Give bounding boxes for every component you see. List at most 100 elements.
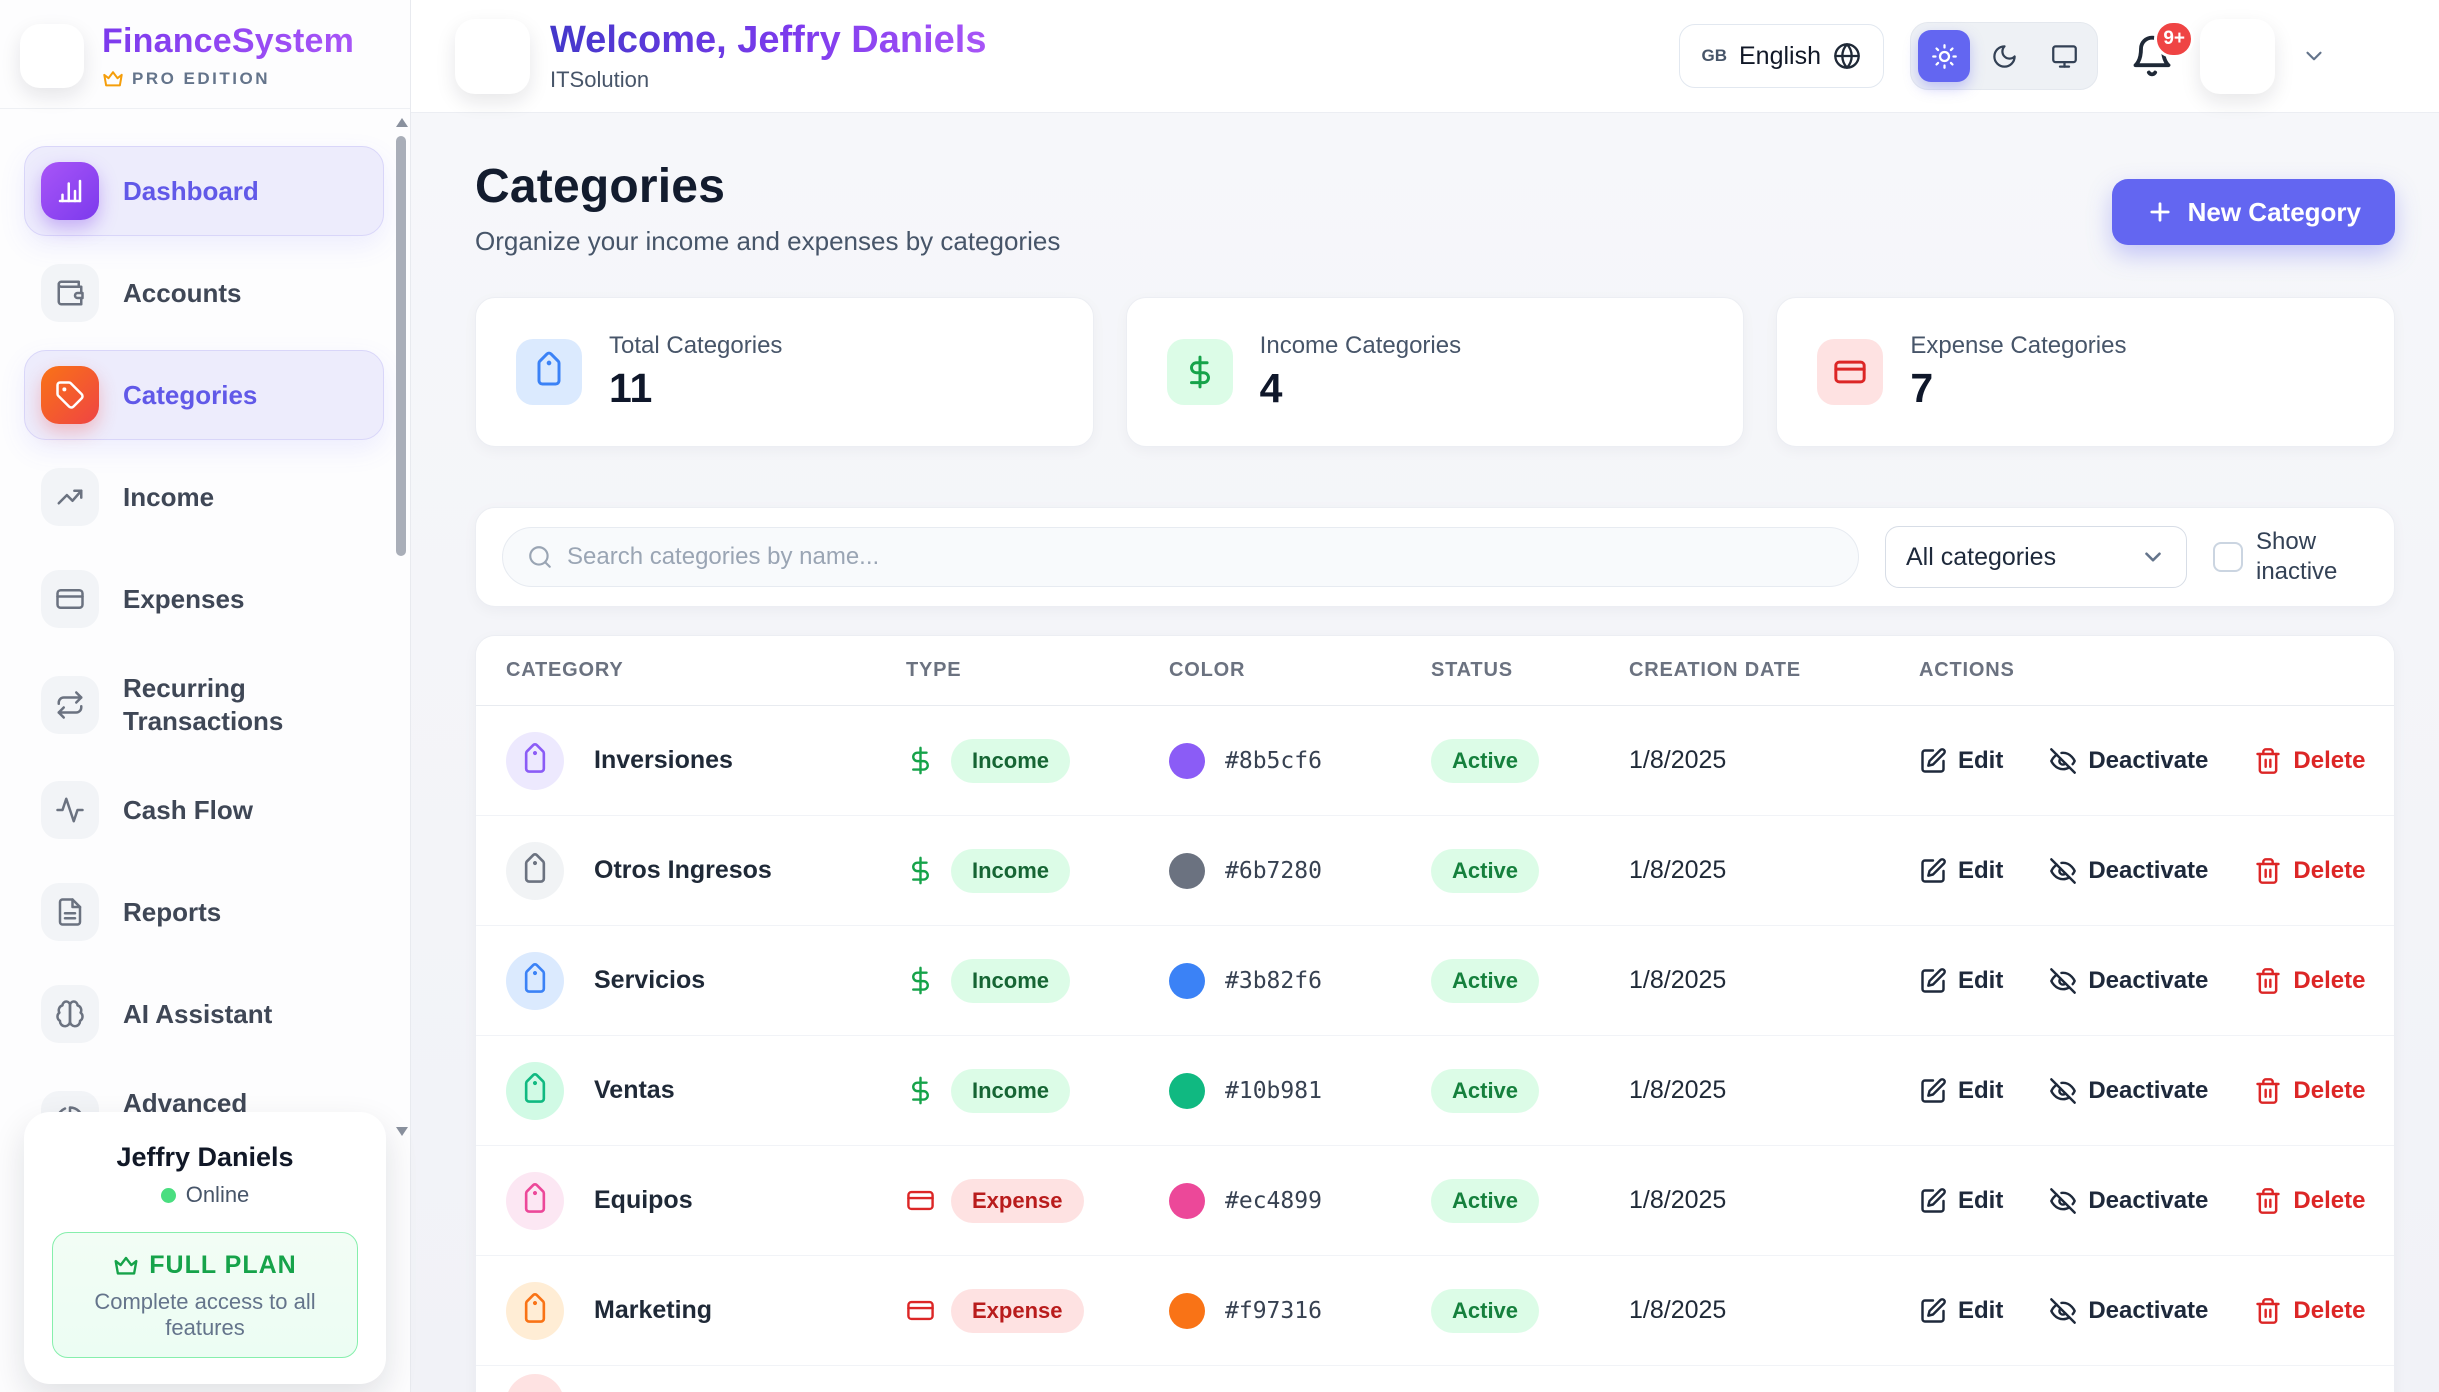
sidebar-item-cash-flow[interactable]: Cash Flow <box>24 765 384 855</box>
stat-value: 4 <box>1259 365 1283 411</box>
deactivate-button[interactable]: Deactivate <box>2049 1297 2208 1325</box>
eye-off-icon <box>2050 857 2077 884</box>
search-box <box>502 527 1859 587</box>
trash-icon <box>2256 857 2281 884</box>
sidebar-item-income[interactable]: Income <box>24 452 384 542</box>
category-tag-icon <box>506 841 564 900</box>
theme-system-button[interactable] <box>2038 30 2090 82</box>
language-selector[interactable]: GB English <box>1678 24 1884 88</box>
stat-value: 11 <box>609 365 653 411</box>
chevron-down-icon[interactable] <box>2301 43 2327 69</box>
delete-button[interactable]: Delete <box>2254 1297 2365 1325</box>
show-inactive-label: Show inactive <box>2256 528 2338 585</box>
trash-icon <box>2256 1187 2281 1214</box>
divider <box>0 108 410 109</box>
type-badge: Income <box>951 848 1071 893</box>
delete-button[interactable]: Delete <box>2254 1077 2365 1105</box>
edit-button[interactable]: Edit <box>1919 967 2003 995</box>
plan-name: FULL PLAN <box>149 1251 297 1279</box>
table-row: Servicios Income #3b82f6 Active 1/8/2025… <box>476 926 2394 1036</box>
category-type-select[interactable]: All categories <box>1885 526 2187 588</box>
credit-card-icon <box>41 570 99 628</box>
trending-up-icon <box>41 468 99 526</box>
expense-icon <box>906 1296 935 1325</box>
user-status: Online <box>185 1182 250 1207</box>
category-tag-icon <box>506 731 564 790</box>
edit-button[interactable]: Edit <box>1919 1187 2003 1215</box>
color-hex: #10b981 <box>1225 1077 1322 1104</box>
theme-light-button[interactable] <box>1918 30 1970 82</box>
color-hex: #6b7280 <box>1225 857 1322 884</box>
sidebar-item-recurring-transactions[interactable]: Recurring Transactions <box>24 656 384 753</box>
sidebar-item-accounts[interactable]: Accounts <box>24 248 384 338</box>
table-row: Otros Ingresos Income #6b7280 Active 1/8… <box>476 816 2394 926</box>
search-input[interactable] <box>567 543 1834 571</box>
category-name: Marketing <box>594 1296 713 1324</box>
topbar: Welcome, Jeffry Daniels ITSolution GB En… <box>411 0 2439 113</box>
new-category-button[interactable]: New Category <box>2111 179 2395 245</box>
status-cell: Active <box>1431 1068 1629 1113</box>
expense-icon <box>906 1186 935 1215</box>
theme-dark-button[interactable] <box>1978 30 2030 82</box>
sidebar-item-categories[interactable]: Categories <box>24 350 384 440</box>
table-row: Inversiones Income #8b5cf6 Active 1/8/20… <box>476 706 2394 816</box>
pencil-square-icon <box>1921 1077 1946 1103</box>
delete-button[interactable]: Delete <box>2254 1187 2365 1215</box>
sidebar-item-reports[interactable]: Reports <box>24 867 384 957</box>
delete-button[interactable]: Delete <box>2254 857 2365 885</box>
category-name: Inversiones <box>594 746 733 774</box>
sidebar-scrollbar[interactable] <box>395 118 408 1136</box>
delete-button[interactable]: Delete <box>2254 747 2365 775</box>
category-tag-icon <box>506 1061 564 1120</box>
status-badge: Active <box>1431 848 1540 893</box>
delete-button[interactable]: Delete <box>2254 967 2365 995</box>
brand-name: FinanceSystem <box>102 22 355 60</box>
color-cell: #8b5cf6 <box>1169 742 1431 779</box>
wallet-icon <box>41 264 99 322</box>
dollar-icon <box>1166 339 1233 405</box>
stat-income-categories: Income Categories 4 <box>1125 297 1745 447</box>
column-header: CREATION DATE <box>1629 659 1801 681</box>
eye-off-icon <box>2050 1297 2077 1324</box>
type-badge: Income <box>951 958 1071 1003</box>
income-icon <box>906 966 935 995</box>
type-cell: Income <box>906 1068 1169 1113</box>
scroll-down-arrow[interactable] <box>396 1127 408 1136</box>
scrollbar-thumb[interactable] <box>396 136 406 556</box>
deactivate-button[interactable]: Deactivate <box>2049 747 2208 775</box>
edit-button[interactable]: Edit <box>1919 1077 2003 1105</box>
sidebar-item-expenses[interactable]: Expenses <box>24 554 384 644</box>
stat-label: Income Categories <box>1259 332 1462 359</box>
category-tag-icon <box>506 1281 564 1340</box>
deactivate-button[interactable]: Deactivate <box>2049 1187 2208 1215</box>
scroll-up-arrow[interactable] <box>396 118 408 127</box>
notifications-button[interactable]: 9+ <box>2130 20 2194 78</box>
crown-icon <box>103 71 123 87</box>
edit-button[interactable]: Edit <box>1919 857 2003 885</box>
category-cell: Ventas <box>506 1061 906 1120</box>
creation-date: 1/8/2025 <box>1629 966 1727 994</box>
sidebar-item-ai-assistant[interactable]: AI Assistant <box>24 969 384 1059</box>
edit-button[interactable]: Edit <box>1919 747 2003 775</box>
user-avatar[interactable] <box>2200 18 2275 94</box>
creation-date: 1/8/2025 <box>1629 1076 1727 1104</box>
deactivate-button[interactable]: Deactivate <box>2049 1077 2208 1105</box>
sidebar-item-dashboard[interactable]: Dashboard <box>24 146 384 236</box>
theme-toggle-group <box>1910 22 2098 90</box>
monitor-icon <box>2051 44 2077 68</box>
brand-edition-label: PRO EDITION <box>132 69 271 88</box>
avatar[interactable] <box>455 18 530 94</box>
show-inactive-checkbox[interactable] <box>2213 542 2243 572</box>
stats-row: Total Categories 11 Income Categories 4 <box>475 297 2396 447</box>
stat-expense-categories: Expense Categories 7 <box>1776 297 2396 447</box>
creation-date: 1/8/2025 <box>1629 856 1727 884</box>
deactivate-button[interactable]: Deactivate <box>2049 857 2208 885</box>
search-icon <box>529 546 551 568</box>
user-name: Jeffry Daniels <box>116 1142 294 1172</box>
deactivate-button[interactable]: Deactivate <box>2049 967 2208 995</box>
color-dot <box>1169 1292 1205 1329</box>
globe-icon <box>1834 43 1860 69</box>
color-cell: #ec4899 <box>1169 1182 1431 1219</box>
sidebar: FinanceSystem PRO EDITION Dashboard Acco… <box>0 0 411 1392</box>
edit-button[interactable]: Edit <box>1919 1297 2003 1325</box>
